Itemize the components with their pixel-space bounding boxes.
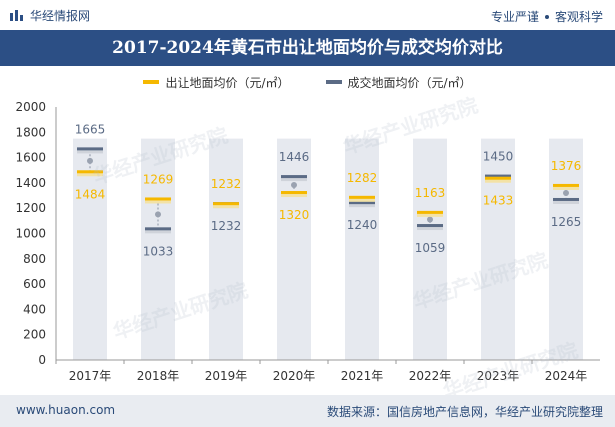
series1-mark-5 [417,210,443,214]
series1-mark-0 [77,170,103,174]
series2-shadow-4 [349,202,375,208]
y-tick-label-7: 1400 [15,176,46,190]
footer: www.huaon.com 数据来源：国信房地产信息网，华经产业研究院整理 [0,395,615,427]
series1-data-label-3: 1320 [279,208,310,222]
series2-data-label-1: 1033 [143,244,174,258]
y-tick-label-2: 400 [23,302,46,316]
chart-plot: 0 200 400 600 800 1000 1200 1400 1600 1800 2000 201… [15,100,600,383]
series1-data-label-1: 1269 [143,172,174,186]
brand-name: 华经情报网 [30,8,91,23]
y-tick-label-0: 0 [38,353,46,367]
bg-column-6 [481,138,515,360]
y-tick-label-6: 1200 [15,201,46,215]
series1-mark-4 [349,195,375,199]
tagline-dot-icon [544,14,549,19]
connector-dot-7 [563,189,569,196]
footer-source: 数据来源：国信房地产信息网，华经产业研究院整理 [326,405,603,419]
series2-shadow-5 [417,225,443,231]
series2-shadow-0 [77,148,103,154]
series1-shadow-3 [281,192,307,198]
chart-legend: 出让地面均价（元/㎡） 成交地面均价（元/㎡） [0,73,615,91]
series1-mark-7 [553,183,579,187]
series2-shadow-1 [145,228,171,234]
legend-item-series-1: 出让地面均价（元/㎡） [143,74,290,91]
brand: 华经情报网 [10,7,90,23]
connector-dot-0 [87,157,93,164]
x-tick-label-6: 2023年 [477,369,520,383]
connector-dot-1 [155,211,161,218]
series2-data-label-0: 1665 [75,122,106,136]
series1-shadow-6 [485,177,511,183]
legend-label-series-2: 成交地面均价（元/㎡） [347,75,472,90]
series1-shadow-4 [349,196,375,202]
series1-shadow-2 [213,203,239,209]
y-tick-label-1: 200 [23,328,46,342]
series1-mark-6 [485,176,511,180]
series2-mark-3 [281,175,307,179]
series1-data-label-4: 1282 [347,171,378,185]
x-tick-label-0: 2017年 [69,369,112,383]
bg-column-5 [413,138,447,360]
connector-dot-5 [427,216,433,223]
y-tick-label-5: 1000 [15,227,46,241]
series1-shadow-7 [553,184,579,190]
top-bar: 华经情报网 专业严谨 客观科学 [0,0,615,30]
series2-mark-0 [77,147,103,151]
x-tick-label-7: 2024年 [545,369,588,383]
legend-swatch-series-1 [143,80,160,84]
y-tick-label-8: 1600 [15,151,46,165]
footer-url[interactable]: www.huaon.com [16,403,116,417]
series2-data-label-5: 1059 [415,241,446,255]
legend-item-series-2: 成交地面均价（元/㎡） [325,74,472,91]
y-tick-label-9: 1800 [15,125,46,139]
series2-data-label-6: 1450 [483,150,514,164]
series1-data-label-2: 1232 [211,177,242,191]
series2-mark-6 [485,174,511,178]
legend-swatch-series-2 [325,80,342,84]
brand-logo-icon [10,10,23,21]
tagline-left: 专业严谨 [490,10,539,24]
y-tick-label-10: 2000 [15,100,46,114]
series1-data-label-5: 1163 [415,186,446,200]
x-tick-label-3: 2020年 [273,369,316,383]
series2-mark-7 [553,197,579,201]
series2-shadow-3 [281,176,307,182]
chart-title: 2017-2024年黄石市出让地面均价与成交均价对比 [112,38,503,58]
bg-column-3 [277,138,311,360]
x-tick-label-4: 2021年 [341,369,384,383]
bg-column-2 [209,138,243,360]
series1-mark-2 [213,202,239,206]
tagline-right: 客观科学 [554,10,603,24]
connector-dot-3 [291,182,297,189]
series2-shadow-7 [553,198,579,204]
series1-data-label-6: 1433 [483,194,514,208]
series1-mark-1 [145,197,171,201]
bg-column-1 [141,138,175,360]
x-tick-label-5: 2022年 [409,369,452,383]
bg-column-7 [549,138,583,360]
series2-mark-1 [145,227,171,231]
series1-mark-3 [281,191,307,195]
series2-mark-5 [417,224,443,228]
series1-data-label-7: 1376 [551,159,582,173]
series2-data-label-4: 1240 [347,218,378,232]
bg-column-4 [345,138,379,360]
x-tick-label-2: 2019年 [205,369,248,383]
x-tick-label-1: 2018年 [137,369,180,383]
series2-data-label-2: 1232 [211,219,242,233]
series1-data-label-0: 1484 [75,187,106,201]
series1-shadow-0 [77,171,103,177]
y-tick-label-3: 600 [23,277,46,291]
series2-mark-4 [349,201,375,205]
legend-label-series-1: 出让地面均价（元/㎡） [165,75,290,90]
y-tick-label-4: 800 [23,252,46,266]
tagline: 专业严谨 客观科学 [491,8,603,25]
series2-data-label-7: 1265 [551,215,582,229]
series1-shadow-1 [145,198,171,204]
series1-shadow-5 [417,211,443,217]
series2-data-label-3: 1446 [279,150,310,164]
title-bar: 2017-2024年黄石市出让地面均价与成交均价对比 [0,30,615,66]
